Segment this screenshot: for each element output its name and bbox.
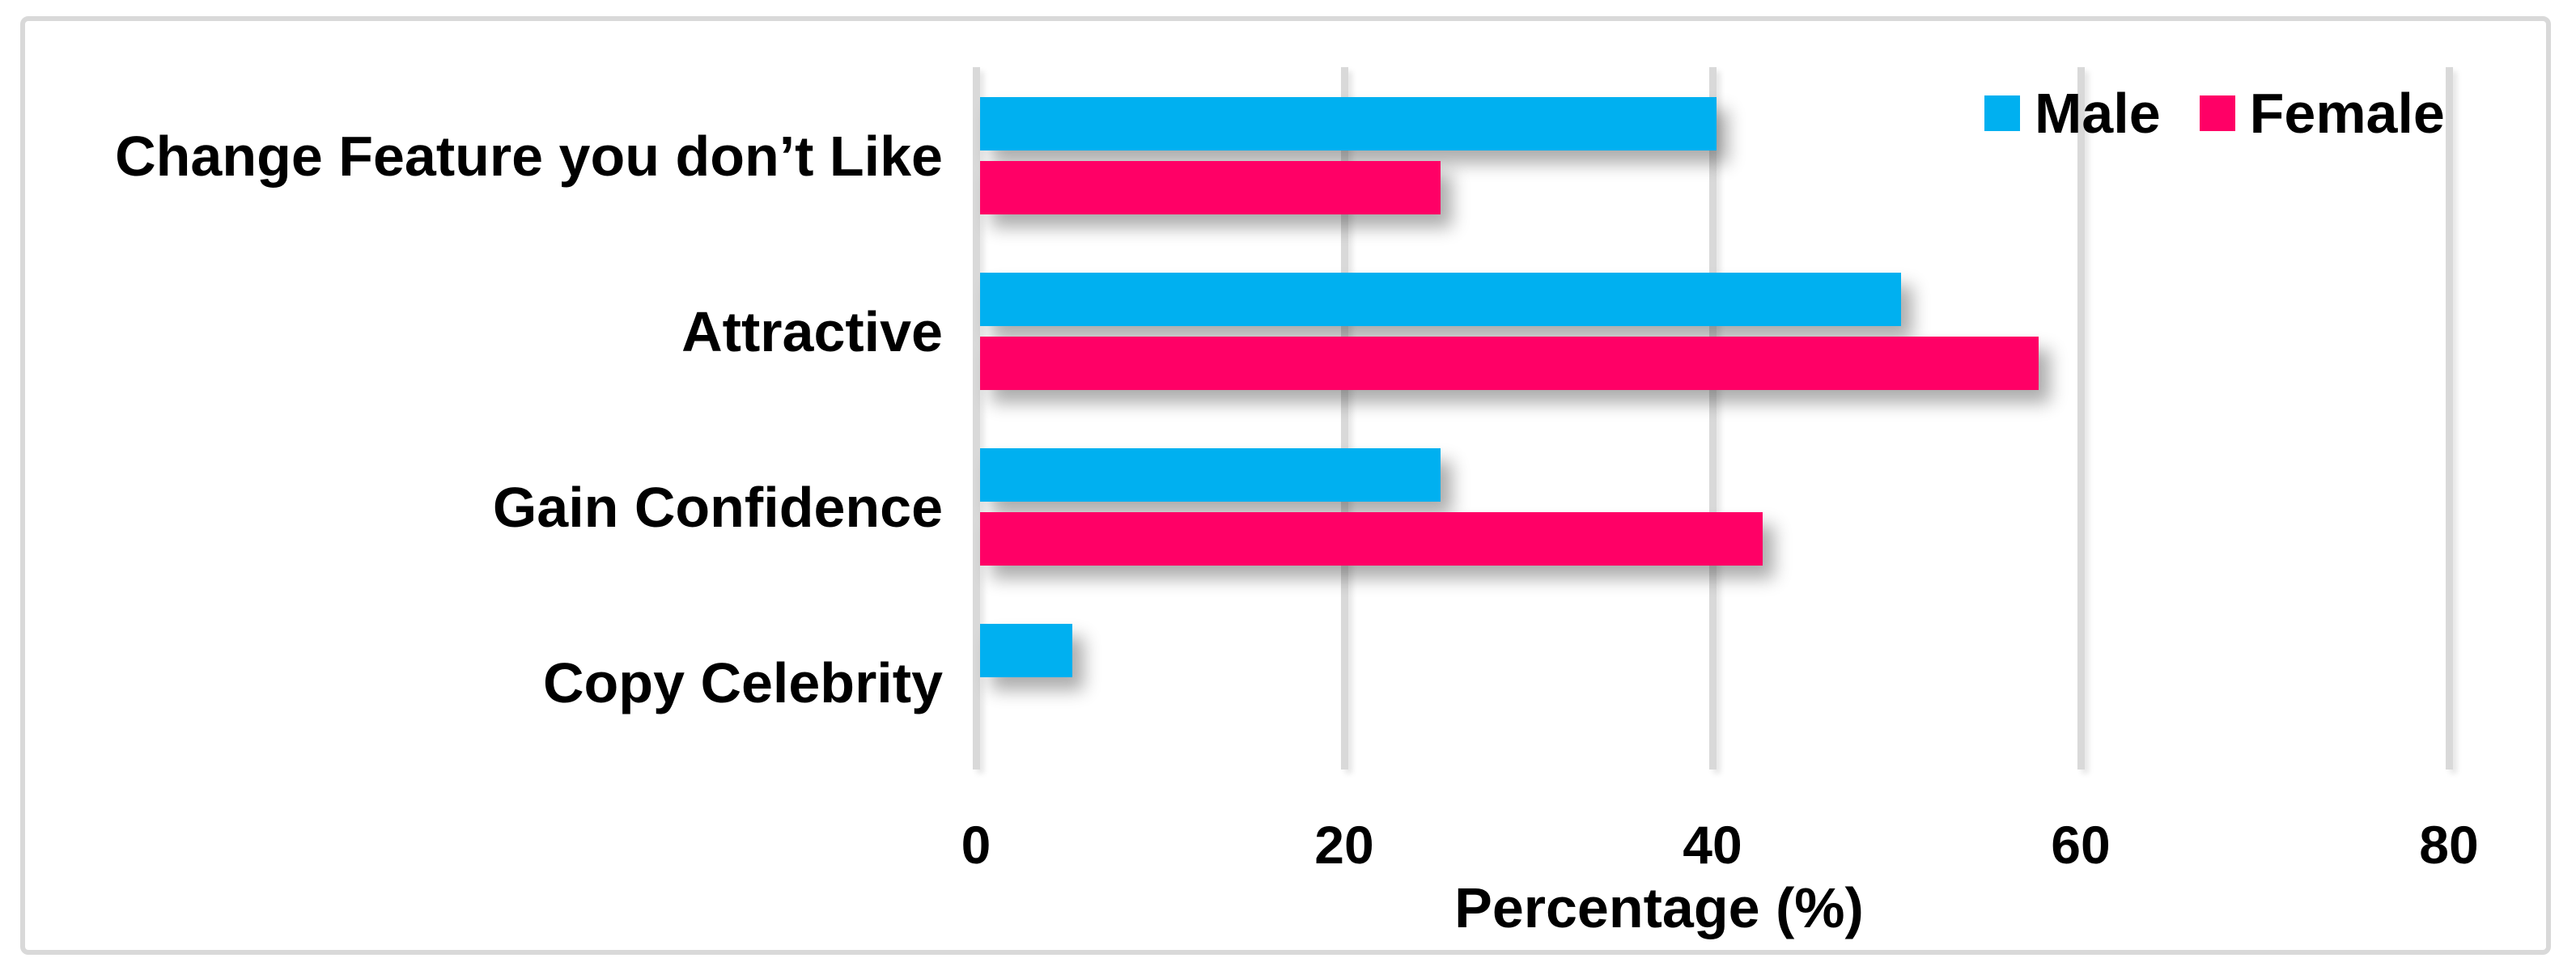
x-tick-label: 80 xyxy=(2419,815,2479,875)
legend-label: Female xyxy=(2249,82,2445,145)
male-legend-swatch-icon xyxy=(1984,95,2020,131)
bar-female-3 xyxy=(980,512,1763,566)
category-label: Gain Confidence xyxy=(492,475,943,539)
legend: Male Female xyxy=(1984,81,2445,146)
legend-label: Male xyxy=(2035,82,2161,145)
gridline xyxy=(2077,67,2085,769)
category-label: Copy Celebrity xyxy=(543,651,943,714)
gridline xyxy=(972,67,980,769)
category-label: Attractive xyxy=(681,299,943,363)
x-tick-label: 60 xyxy=(2051,815,2111,875)
category-label: Change Feature you don’t Like xyxy=(115,124,943,188)
gridline xyxy=(2445,67,2453,769)
x-tick-label: 40 xyxy=(1683,815,1742,875)
legend-item-male: Male xyxy=(1984,81,2161,146)
bar-male-1 xyxy=(980,97,1717,150)
female-legend-swatch-icon xyxy=(2199,95,2235,131)
bar-male-4 xyxy=(980,624,1072,677)
legend-item-female: Female xyxy=(2199,81,2445,146)
bar-male-2 xyxy=(980,273,1901,326)
bar-male-3 xyxy=(980,448,1441,502)
gridline xyxy=(1340,67,1348,769)
x-axis-title: Percentage (%) xyxy=(1454,876,1864,939)
x-tick-label: 0 xyxy=(961,815,991,875)
x-tick-label: 20 xyxy=(1314,815,1374,875)
gridline xyxy=(1708,67,1717,769)
bar-female-2 xyxy=(980,337,2039,390)
bar-female-1 xyxy=(980,161,1441,214)
